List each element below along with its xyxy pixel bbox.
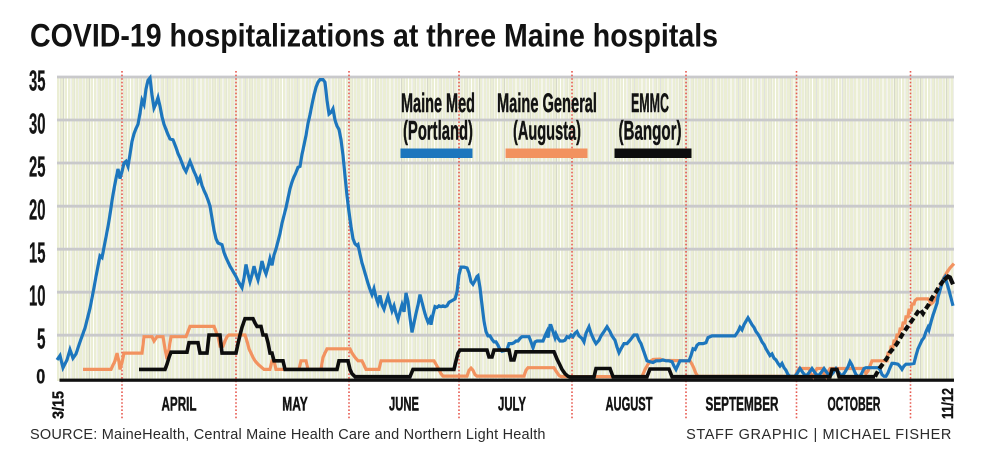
svg-text:STAFF GRAPHIC | MICHAEL FISHER: STAFF GRAPHIC | MICHAEL FISHER <box>686 427 952 443</box>
svg-text:SOURCE: MaineHealth, Central M: SOURCE: MaineHealth, Central Maine Healt… <box>30 427 546 443</box>
svg-text:EMMC: EMMC <box>631 88 669 118</box>
svg-text:10: 10 <box>29 281 46 313</box>
svg-text:11/12: 11/12 <box>940 388 957 419</box>
svg-text:30: 30 <box>29 108 46 140</box>
svg-text:35: 35 <box>29 65 46 97</box>
svg-text:SEPTEMBER: SEPTEMBER <box>706 395 779 416</box>
svg-text:AUGUST: AUGUST <box>606 395 653 416</box>
svg-text:APRIL: APRIL <box>162 395 197 416</box>
svg-text:COVID-19 hospitalizations at t: COVID-19 hospitalizations at three Maine… <box>30 18 718 54</box>
svg-text:15: 15 <box>29 238 46 270</box>
svg-text:0: 0 <box>36 364 45 388</box>
svg-text:25: 25 <box>29 151 46 183</box>
svg-text:3/15: 3/15 <box>51 391 68 419</box>
svg-text:(Augusta): (Augusta) <box>513 116 581 146</box>
svg-text:JUNE: JUNE <box>389 395 419 416</box>
svg-text:(Portland): (Portland) <box>403 116 473 146</box>
svg-text:(Bangor): (Bangor) <box>619 116 682 146</box>
svg-text:Maine Med: Maine Med <box>401 88 475 118</box>
svg-text:MAY: MAY <box>282 395 308 416</box>
svg-text:5: 5 <box>37 324 46 356</box>
svg-text:JULY: JULY <box>498 395 526 416</box>
svg-text:OCTOBER: OCTOBER <box>828 395 881 416</box>
svg-text:20: 20 <box>29 195 46 227</box>
svg-text:Maine General: Maine General <box>497 88 597 118</box>
